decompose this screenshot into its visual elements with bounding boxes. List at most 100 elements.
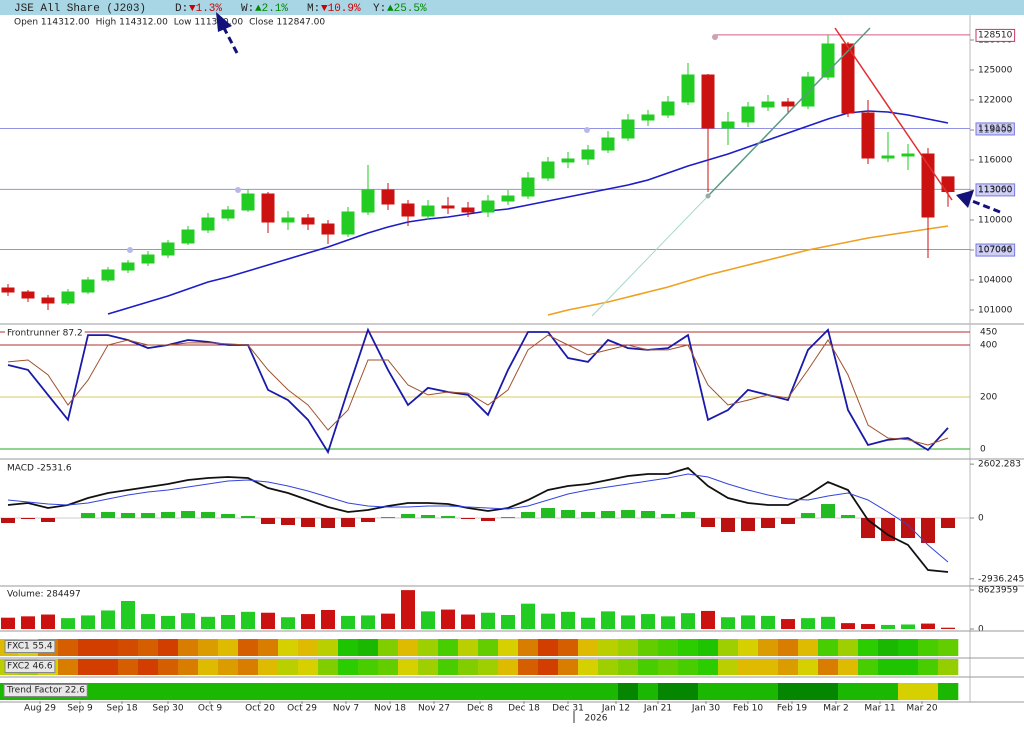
heat-cell xyxy=(578,683,599,700)
heat-cell xyxy=(318,683,339,700)
histogram-bar xyxy=(161,512,175,519)
heat-cell xyxy=(818,683,839,700)
y-tick-label: 200 xyxy=(980,392,997,402)
heat-cell xyxy=(418,659,439,675)
heat-cell xyxy=(678,683,699,700)
candle-body xyxy=(1,287,15,293)
level-label-box xyxy=(975,28,1016,42)
histogram-bar xyxy=(721,518,735,533)
histogram-bar xyxy=(1,518,15,524)
candle-body xyxy=(361,189,375,213)
volume-bar xyxy=(921,623,935,629)
candle-body xyxy=(541,161,555,179)
heat-cell xyxy=(778,639,799,656)
y-tick-label: 104000 xyxy=(978,276,1013,286)
heat-cell xyxy=(498,683,519,700)
heat-cell xyxy=(878,639,899,656)
volume-bar xyxy=(181,613,195,629)
level-label: 107046 xyxy=(978,245,1013,255)
heat-cell xyxy=(298,683,319,700)
macd-line xyxy=(7,466,949,573)
indicator-line xyxy=(7,334,949,446)
candle-body xyxy=(281,217,295,223)
heat-cell xyxy=(298,639,319,656)
volume-bar xyxy=(721,617,735,629)
heat-cell xyxy=(198,639,219,656)
x-tick-label: Jan 12 xyxy=(601,704,630,714)
volume-bar xyxy=(221,614,235,629)
x-tick-label: Aug 29 xyxy=(24,704,56,714)
heat-cell xyxy=(258,639,279,656)
histogram-bar xyxy=(941,518,955,529)
volume-bar xyxy=(901,624,915,629)
heat-cell xyxy=(938,683,959,700)
panel-label: Volume: 284497 xyxy=(7,590,81,600)
heat-cell xyxy=(138,659,159,675)
histogram-bar xyxy=(181,511,195,519)
candle-body xyxy=(241,193,255,211)
histogram-bar xyxy=(661,513,675,519)
volume-bar xyxy=(41,614,55,629)
heat-cell xyxy=(478,659,499,675)
label-background xyxy=(5,327,85,340)
candle-body xyxy=(681,74,695,103)
histogram-bar xyxy=(401,513,415,519)
chart-title: JSE All Share (J203) xyxy=(14,3,146,15)
y-tick-label: 122000 xyxy=(978,96,1013,106)
heat-cell xyxy=(118,659,139,675)
y-tick-label: 2602.283 xyxy=(978,460,1021,470)
histogram-bar xyxy=(101,512,115,519)
level-label: 119155 xyxy=(978,124,1012,134)
label-background xyxy=(5,462,74,475)
candle-body xyxy=(481,200,495,213)
heat-cell xyxy=(438,659,459,675)
histogram-bar xyxy=(761,518,775,529)
candle-body xyxy=(81,279,95,293)
volume-bar xyxy=(681,613,695,629)
x-tick-label: Mar 20 xyxy=(906,704,938,714)
heat-cell xyxy=(538,659,559,675)
candle-body xyxy=(621,119,635,139)
volume-bar xyxy=(541,613,555,629)
histogram-bar xyxy=(81,513,95,519)
x-tick-label: Sep 9 xyxy=(67,704,93,714)
histogram-bar xyxy=(421,515,435,519)
label-background xyxy=(4,640,56,653)
volume-bar xyxy=(141,614,155,629)
histogram-bar xyxy=(681,512,695,519)
volume-bar xyxy=(241,611,255,629)
volume-bar xyxy=(21,616,35,629)
indicator-line xyxy=(7,327,949,455)
candle-body xyxy=(201,217,215,231)
heat-cell xyxy=(478,683,499,700)
heat-cell xyxy=(518,639,539,656)
heat-cell xyxy=(718,639,739,656)
histogram-bar xyxy=(881,518,895,542)
heat-cell xyxy=(618,683,639,700)
heat-cell xyxy=(418,683,439,700)
change-value: ▲2.1% xyxy=(255,3,288,15)
heat-cell xyxy=(178,659,199,675)
heat-cell xyxy=(78,639,99,656)
trend-line xyxy=(834,27,953,201)
heat-cell xyxy=(338,639,359,656)
change-value: ▼10.9% xyxy=(321,3,361,15)
heat-cell xyxy=(298,659,319,675)
heat-cell xyxy=(818,659,839,675)
heat-cell xyxy=(678,659,699,675)
heat-cell xyxy=(598,639,619,656)
heat-cell xyxy=(158,659,179,675)
x-tick-label: Oct 29 xyxy=(287,704,317,714)
macd-line xyxy=(7,473,949,563)
volume-bar xyxy=(201,616,215,629)
volume-bar xyxy=(821,616,835,629)
x-tick-label: Mar 2 xyxy=(823,704,849,714)
change-label: Y: xyxy=(373,3,386,15)
label-background xyxy=(5,588,83,601)
x-tick-label: Dec 8 xyxy=(467,704,493,714)
heat-cell xyxy=(538,639,559,656)
level-anchor xyxy=(712,34,718,40)
y-tick-label: 110000 xyxy=(978,216,1013,226)
y-tick-label: 125000 xyxy=(978,66,1013,76)
candle-body xyxy=(861,112,875,159)
